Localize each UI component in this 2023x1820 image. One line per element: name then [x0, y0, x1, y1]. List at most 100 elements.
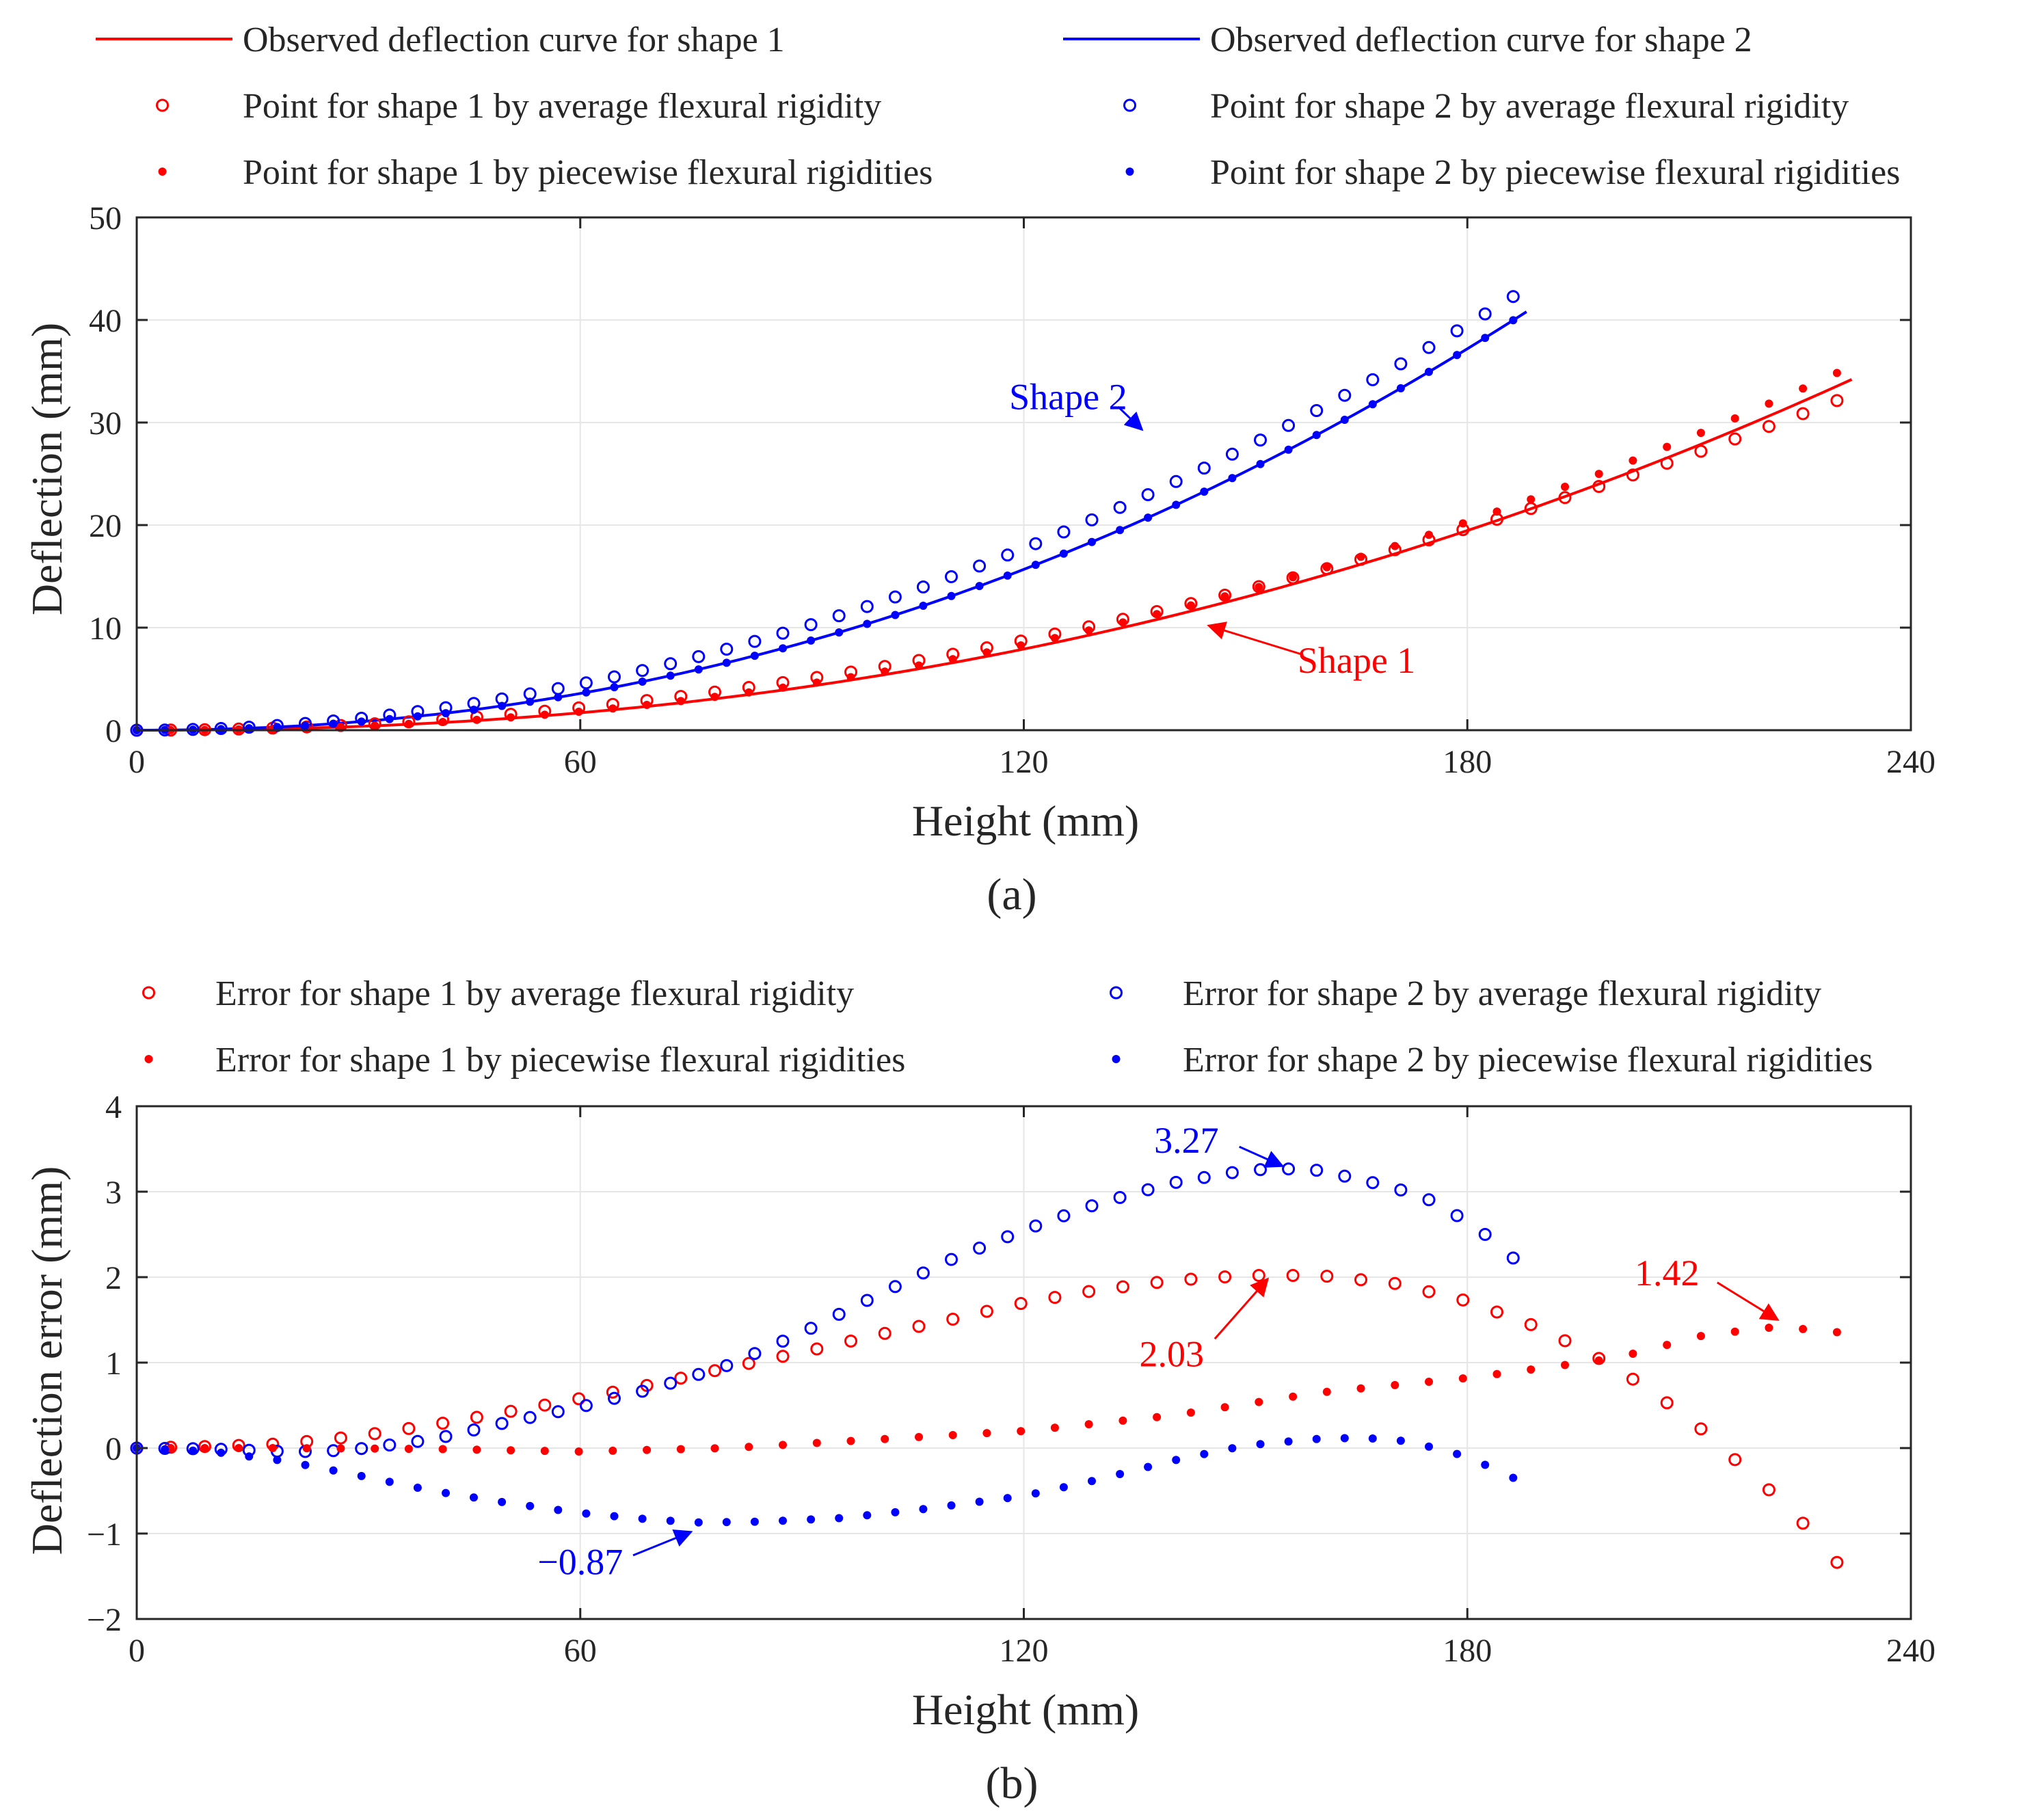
- series-b-3-point: [1396, 1436, 1405, 1445]
- series-a-2-point: [1728, 432, 1742, 446]
- series-a-4-point: [371, 721, 379, 730]
- series-b-0-point: [742, 1356, 755, 1370]
- series-a-4-point: [574, 708, 583, 716]
- series-a-3-point: [916, 580, 930, 593]
- chart-b-legend-dot-marker: [144, 1055, 153, 1063]
- series-b-1-point: [1057, 1209, 1071, 1222]
- series-b-1-point: [1113, 1191, 1127, 1204]
- chart-b-annotation-arrow: [1239, 1145, 1285, 1168]
- series-b-3-point: [638, 1514, 647, 1523]
- series-a-2-point: [1218, 589, 1232, 602]
- series-b-2-point: [235, 1444, 243, 1452]
- series-a-2-point: [1626, 468, 1639, 482]
- series-b-0-point: [470, 1410, 483, 1424]
- series-b-2-point: [302, 1444, 311, 1453]
- series-a-4-point: [1289, 573, 1298, 582]
- series-a-4-point: [1425, 531, 1433, 539]
- chart-a-ylabel: Deflection (mm): [23, 323, 71, 615]
- series-b-0-point: [1286, 1269, 1300, 1282]
- series-b-2-point: [268, 1444, 277, 1452]
- series-a-3-point: [1029, 537, 1043, 550]
- series-a-3-point: [1450, 324, 1464, 338]
- chart-b-annotation-label: 3.27: [1154, 1120, 1219, 1161]
- series-b-1-point: [692, 1367, 706, 1381]
- chart-b-annotation-arrow: [1717, 1281, 1780, 1321]
- series-b-1-point: [1085, 1199, 1099, 1213]
- series-b-1-point: [1394, 1183, 1408, 1196]
- series-b-0-point: [1354, 1273, 1367, 1287]
- series-b-1-point: [1197, 1170, 1211, 1184]
- series-b-1-point: [579, 1399, 593, 1413]
- chart-b-panel-label: (b): [986, 1758, 1039, 1808]
- series-b-3-point: [273, 1456, 282, 1464]
- series-b-1-point: [1450, 1209, 1464, 1222]
- series-b-0-point: [1116, 1280, 1129, 1294]
- series-b-3-point: [1340, 1434, 1349, 1443]
- series-a-4-point: [472, 715, 481, 724]
- series-a-3-point: [1169, 474, 1183, 488]
- series-b-3-point: [1425, 1442, 1433, 1451]
- series-a-5-point: [638, 678, 647, 686]
- series-a-4-point: [982, 648, 991, 657]
- chart-a-xlabel: Height (mm): [912, 797, 1139, 845]
- series-b-0-point: [1456, 1293, 1470, 1307]
- series-b-2-point: [812, 1438, 821, 1447]
- series-b-1-point: [916, 1266, 930, 1280]
- series-b-2-point: [1425, 1378, 1433, 1386]
- series-b-1-point: [636, 1384, 649, 1398]
- series-b-1-point: [1001, 1230, 1015, 1244]
- series-b-1-point: [1141, 1183, 1155, 1196]
- series-b-2-point: [574, 1447, 583, 1456]
- chart-b-annotation-label: −0.87: [537, 1541, 623, 1582]
- series-b-2-point: [1765, 1324, 1773, 1332]
- series-a-4-point: [438, 718, 447, 726]
- chart-a-y-tick-label: 20: [89, 508, 122, 544]
- series-a-4-point: [1050, 634, 1059, 643]
- chart-a-legend-open-marker: [1123, 98, 1136, 112]
- series-b-3-point: [1172, 1456, 1181, 1464]
- chart-a-x-tick-label: 60: [564, 744, 597, 780]
- series-b-0-point: [1320, 1270, 1334, 1283]
- series-b-1-point: [551, 1405, 565, 1419]
- series-b-1-point: [355, 1442, 369, 1456]
- series-b-3-point: [245, 1452, 254, 1461]
- series-b-0-point: [368, 1427, 381, 1441]
- series-a-5-point: [694, 665, 703, 674]
- chart-b-y-tick-label: 0: [105, 1431, 122, 1467]
- series-a-1-line: [137, 310, 1527, 732]
- chart-b-ticks: 0 60 120 180 240 −2 −1 0 1 2 3 4: [87, 1089, 1935, 1669]
- series-a-4-point: [1084, 626, 1093, 635]
- chart-b-y-tick-label: −1: [87, 1516, 122, 1553]
- series-b-1-point: [411, 1434, 425, 1448]
- series-a-4-point: [1799, 384, 1808, 393]
- chart-b-x-tick-label: 0: [129, 1633, 145, 1669]
- series-b-2-point: [915, 1432, 923, 1441]
- series-b-1-point: [973, 1242, 987, 1255]
- series-a-3-point: [214, 722, 228, 735]
- series-b-2-point: [1730, 1327, 1739, 1336]
- series-a-4-point: [507, 713, 515, 722]
- series-a-5-point: [554, 693, 563, 701]
- chart-a-x-tick-label: 180: [1443, 744, 1492, 780]
- series-b-0-point: [1626, 1372, 1639, 1386]
- series-b-2-point: [643, 1445, 652, 1454]
- chart-b-y-tick-label: 3: [105, 1175, 122, 1211]
- series-b-1-point: [776, 1335, 790, 1348]
- chart-b-grid: [136, 1106, 1912, 1620]
- series-a-4-point: [540, 710, 549, 719]
- series-a-4-point: [1391, 541, 1399, 550]
- chart-a-y-tick-label: 40: [89, 303, 122, 339]
- series-b-3-point: [1031, 1489, 1040, 1498]
- series-a-5-point: [1003, 571, 1012, 580]
- series-b-0-point: [1524, 1317, 1538, 1331]
- series-a-4-point: [812, 678, 821, 687]
- chart-a-annotation-label: Shape 1: [1298, 640, 1415, 681]
- series-a-4-point: [1527, 495, 1536, 504]
- series-a-5-point: [442, 709, 450, 718]
- series-b-3-point: [694, 1518, 703, 1527]
- series-a-5-point: [750, 652, 759, 660]
- series-b-3-point: [498, 1497, 507, 1506]
- chart-b-series: [130, 1162, 1844, 1569]
- series-b-3-point: [919, 1505, 928, 1514]
- chart-a-ticks: 0 60 120 180 240 0 10 20 30 40 50: [89, 200, 1935, 780]
